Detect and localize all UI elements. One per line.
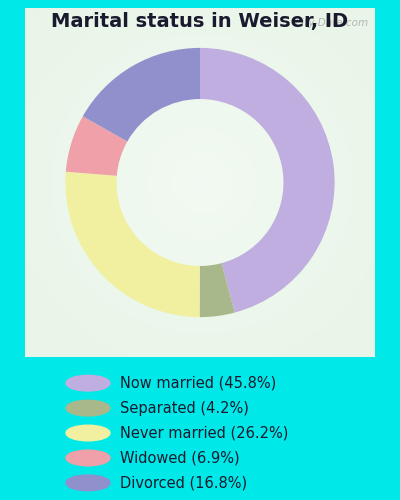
Circle shape bbox=[66, 400, 110, 416]
Wedge shape bbox=[66, 116, 127, 176]
Text: Now married (45.8%): Now married (45.8%) bbox=[120, 376, 276, 390]
Wedge shape bbox=[200, 263, 235, 317]
Wedge shape bbox=[200, 48, 335, 312]
Circle shape bbox=[66, 376, 110, 391]
Text: Never married (26.2%): Never married (26.2%) bbox=[120, 426, 288, 440]
Text: Marital status in Weiser, ID: Marital status in Weiser, ID bbox=[52, 12, 348, 32]
Circle shape bbox=[66, 475, 110, 490]
Text: Divorced (16.8%): Divorced (16.8%) bbox=[120, 476, 247, 490]
Wedge shape bbox=[65, 172, 200, 317]
Text: City-Data.com: City-Data.com bbox=[294, 18, 368, 28]
Text: Separated (4.2%): Separated (4.2%) bbox=[120, 400, 249, 415]
Wedge shape bbox=[83, 48, 200, 142]
Text: Widowed (6.9%): Widowed (6.9%) bbox=[120, 450, 240, 466]
Circle shape bbox=[66, 450, 110, 466]
Circle shape bbox=[66, 425, 110, 441]
